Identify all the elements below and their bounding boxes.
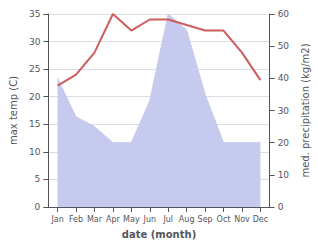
svg-text:0: 0 — [278, 202, 284, 212]
svg-text:Dec: Dec — [253, 215, 268, 224]
svg-text:5: 5 — [35, 174, 41, 184]
svg-text:Apr: Apr — [106, 215, 121, 224]
svg-text:10: 10 — [29, 147, 41, 157]
svg-text:35: 35 — [29, 9, 40, 19]
svg-text:0: 0 — [35, 202, 41, 212]
svg-text:Aug: Aug — [179, 215, 195, 224]
svg-text:50: 50 — [278, 41, 290, 51]
svg-text:Feb: Feb — [69, 215, 83, 224]
svg-text:Jun: Jun — [143, 215, 157, 224]
svg-text:20: 20 — [29, 92, 41, 102]
svg-text:date (month): date (month) — [122, 229, 196, 240]
svg-text:30: 30 — [29, 37, 41, 47]
svg-text:15: 15 — [29, 119, 40, 129]
svg-text:20: 20 — [278, 138, 290, 148]
svg-text:60: 60 — [278, 9, 290, 19]
svg-text:25: 25 — [29, 64, 40, 74]
svg-text:Jan: Jan — [50, 215, 63, 224]
svg-text:40: 40 — [278, 73, 290, 83]
svg-text:May: May — [123, 215, 140, 224]
svg-text:Nov: Nov — [234, 215, 250, 224]
svg-text:30: 30 — [278, 106, 290, 116]
svg-text:med. precipitation (kg/m2): med. precipitation (kg/m2) — [300, 43, 311, 177]
svg-text:Oct: Oct — [217, 215, 231, 224]
svg-text:max temp (C): max temp (C) — [8, 76, 19, 145]
svg-text:Jul: Jul — [162, 215, 173, 224]
svg-text:Mar: Mar — [87, 215, 103, 224]
svg-text:10: 10 — [278, 170, 290, 180]
svg-text:Sep: Sep — [198, 215, 213, 224]
